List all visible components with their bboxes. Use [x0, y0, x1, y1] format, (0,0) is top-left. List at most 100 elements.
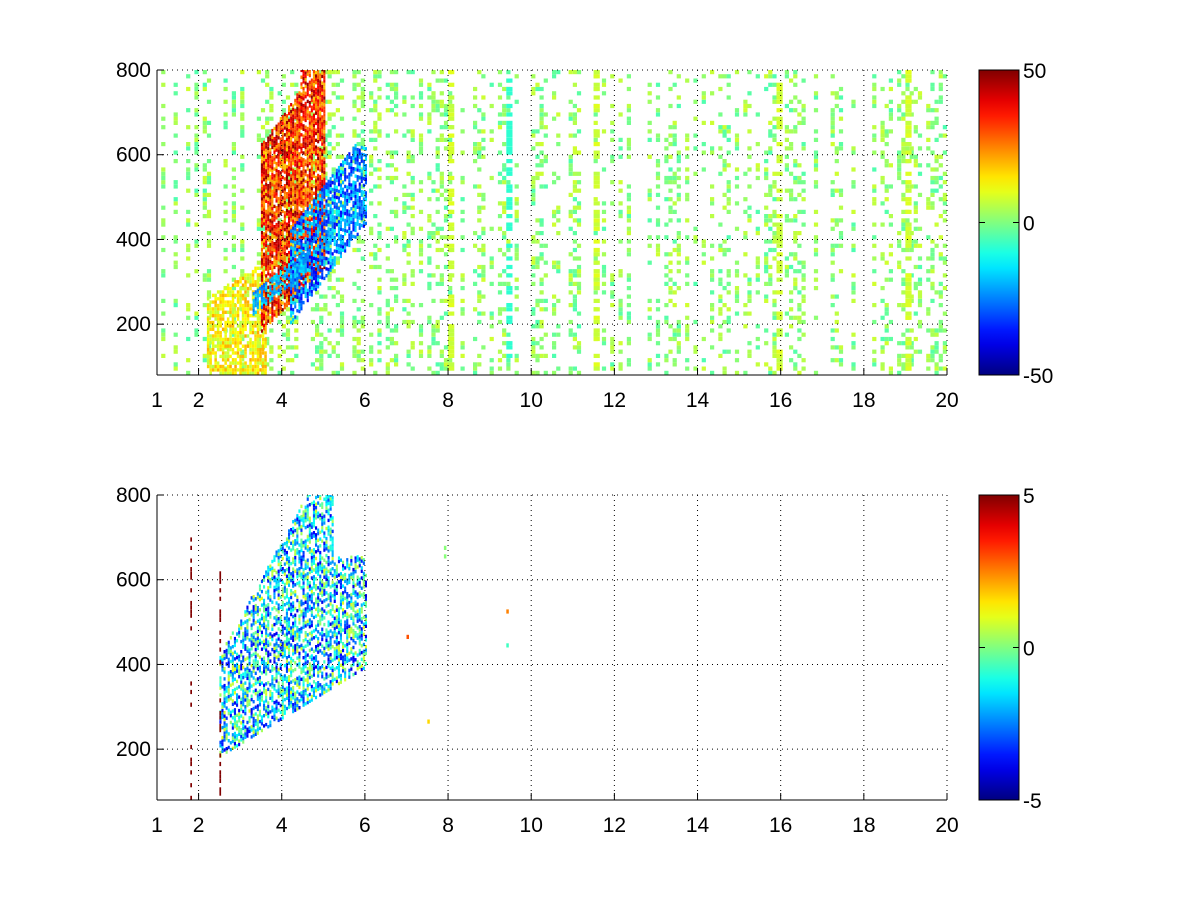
heatmap-cell	[593, 273, 600, 278]
heatmap-cell	[693, 345, 698, 350]
heatmap-cell	[202, 120, 207, 125]
heatmap-cell	[552, 303, 557, 308]
heatmap-cell	[776, 349, 783, 354]
heatmap-cell	[352, 370, 357, 375]
heatmap-cell	[897, 264, 902, 270]
heatmap-cell	[502, 231, 507, 236]
heatmap-cell	[290, 103, 293, 107]
heatmap-cell	[535, 129, 540, 134]
heatmap-cell	[901, 112, 906, 117]
heatmap-cell	[267, 146, 270, 151]
heatmap-cell	[448, 273, 455, 278]
heatmap-cell	[913, 125, 918, 130]
heatmap-cell	[672, 328, 677, 333]
heatmap-cell	[296, 113, 299, 117]
heatmap-cell	[302, 93, 305, 98]
heatmap-cell	[279, 164, 282, 168]
heatmap-cell	[269, 273, 272, 277]
heatmap-cell	[323, 204, 326, 209]
heatmap-cell	[734, 133, 740, 138]
heatmap-cell	[360, 91, 365, 96]
heatmap-cell	[568, 277, 573, 282]
heatmap-cell	[290, 153, 293, 158]
heatmap-cell	[236, 317, 240, 321]
heatmap-cell	[838, 218, 844, 223]
heatmap-cell	[722, 74, 727, 79]
heatmap-cell	[435, 247, 440, 253]
heatmap-cell	[934, 175, 939, 181]
heatmap-cell	[435, 341, 440, 346]
heatmap-cell	[321, 125, 324, 129]
heatmap-cell	[443, 243, 449, 248]
heatmap-cell	[535, 218, 540, 223]
heatmap-cell	[872, 269, 877, 274]
heatmap-cell	[369, 231, 374, 236]
heatmap-cell	[186, 108, 191, 113]
heatmap-cell	[830, 294, 835, 299]
heatmap-cell	[306, 86, 309, 90]
heatmap-cell	[312, 100, 315, 104]
heatmap-cell	[664, 180, 669, 185]
heatmap-cell	[772, 349, 777, 354]
heatmap-cell	[269, 137, 272, 142]
heatmap-cell	[913, 129, 918, 134]
heatmap-cell	[323, 99, 326, 104]
heatmap-cell	[219, 371, 222, 375]
heatmap-cell	[872, 197, 877, 202]
heatmap-cell	[275, 124, 278, 128]
heatmap-cell	[260, 308, 263, 313]
heatmap-cell	[265, 116, 270, 121]
heatmap-cell	[655, 205, 661, 210]
heatmap-cell	[279, 144, 282, 148]
heatmap-cell	[352, 99, 357, 104]
heatmap-cell	[402, 205, 407, 210]
heatmap-cell	[813, 239, 819, 244]
heatmap-cell	[209, 307, 212, 311]
heatmap-cell	[269, 103, 274, 109]
heatmap-cell	[279, 293, 282, 297]
heatmap-cell	[206, 277, 212, 282]
heatmap-cell	[626, 137, 631, 142]
heatmap-cell	[905, 103, 912, 109]
heatmap-cell	[930, 201, 935, 206]
heatmap-cell	[304, 230, 307, 234]
heatmap-cell	[410, 303, 415, 308]
heatmap-cell	[319, 358, 324, 363]
heatmap-cell	[481, 243, 486, 248]
heatmap-cell	[418, 209, 424, 214]
heatmap-cell	[410, 269, 415, 274]
heatmap-cell	[310, 163, 313, 167]
heatmap-cell	[221, 290, 225, 294]
heatmap-cell	[209, 324, 212, 328]
heatmap-cell	[360, 95, 365, 100]
heatmap-cell	[267, 170, 270, 174]
heatmap-cell	[206, 364, 210, 369]
heatmap-cell	[206, 307, 210, 311]
heatmap-cell	[209, 351, 212, 355]
heatmap-cell	[851, 366, 856, 371]
heatmap-cell	[377, 159, 382, 164]
heatmap-cell	[784, 269, 789, 274]
heatmap-cell	[229, 320, 232, 325]
heatmap-cell	[655, 95, 661, 100]
heatmap-cell	[664, 303, 669, 308]
heatmap-cell	[281, 203, 284, 207]
heatmap-cell	[306, 225, 309, 229]
heatmap-cell	[206, 243, 212, 248]
heatmap-cell	[241, 344, 245, 348]
heatmap-cell	[418, 328, 424, 333]
heatmap-cell	[897, 370, 902, 375]
heatmap-cell	[793, 108, 798, 113]
heatmap-cell	[317, 133, 320, 137]
heatmap-cell	[385, 82, 390, 87]
heatmap-cell	[214, 303, 217, 308]
heatmap-cell	[323, 160, 326, 165]
heatmap-cell	[273, 248, 276, 253]
heatmap-cell	[502, 142, 507, 147]
heatmap-cell	[321, 135, 324, 140]
heatmap-cell	[776, 142, 783, 147]
heatmap-cell	[435, 239, 440, 244]
heatmap-cell	[572, 231, 577, 236]
heatmap-cell	[668, 209, 673, 214]
heatmap-cell	[539, 150, 544, 155]
